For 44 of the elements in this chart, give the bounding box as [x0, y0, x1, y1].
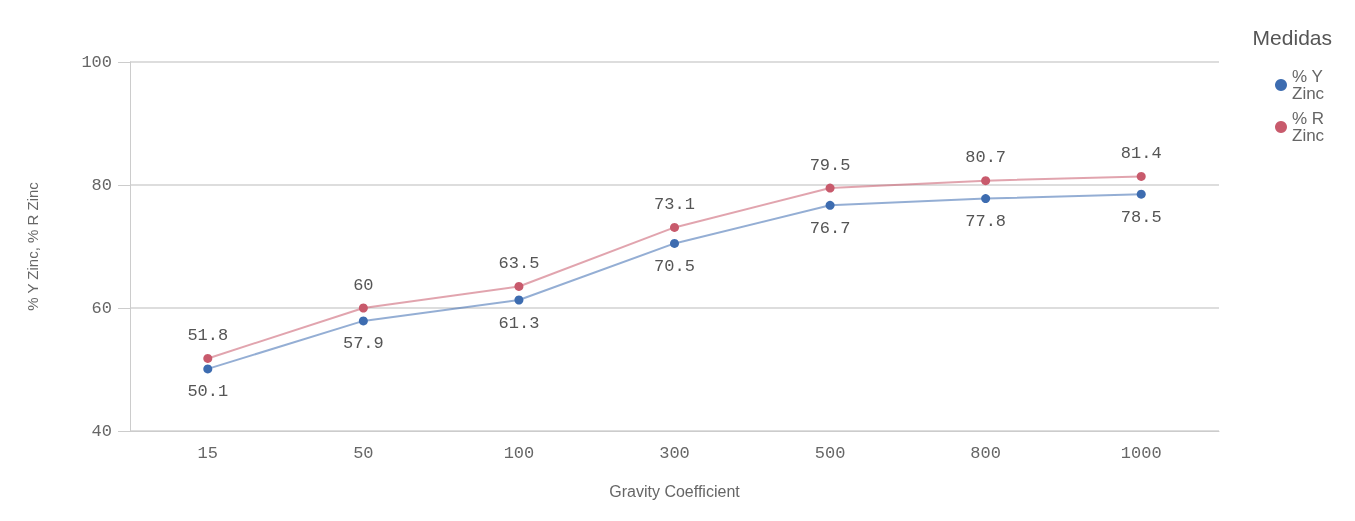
point [1136, 171, 1146, 181]
data-label: 51.8 [187, 325, 229, 345]
point [514, 281, 524, 291]
y-tick-label: 40 [91, 421, 112, 441]
y-axis-title: % Y Zinc, % R Zinc [24, 181, 41, 311]
data-label: 70.5 [654, 256, 695, 276]
data-label: 79.5 [809, 155, 851, 175]
point [203, 353, 213, 363]
x-tick-label: 100 [503, 444, 535, 463]
x-tick-label: 15 [197, 444, 218, 463]
data-label: 57.9 [342, 334, 384, 354]
legend-title: Medidas [1252, 26, 1333, 49]
x-tick-label: 50 [353, 444, 374, 463]
legend-label: % R Zinc [1292, 109, 1329, 145]
point [825, 200, 835, 210]
x-tick-label: 500 [814, 444, 846, 463]
y-tick-label: 80 [91, 175, 112, 195]
point [1136, 189, 1146, 199]
x-tick-label: 300 [659, 444, 690, 463]
legend-label: % Y Zinc [1292, 67, 1328, 103]
y-tick-label: 100 [81, 52, 112, 72]
point [981, 176, 991, 186]
point [825, 183, 835, 193]
data-label: 81.4 [1120, 143, 1162, 163]
data-label: 50.1 [187, 382, 229, 402]
point [981, 194, 991, 204]
data-label: 61.3 [498, 313, 540, 333]
data-label: 77.8 [965, 212, 1007, 232]
data-label: 80.7 [965, 148, 1007, 168]
data-label: 73.1 [654, 194, 695, 214]
point [203, 364, 213, 374]
data-label: 78.5 [1120, 207, 1162, 227]
y-tick-label: 60 [91, 298, 112, 318]
point [514, 295, 524, 305]
data-label: 60 [353, 275, 374, 295]
point [670, 222, 679, 232]
x-axis-title: Gravity Coefficient [609, 482, 741, 500]
x-tick-label: 1000 [1120, 444, 1162, 463]
data-label: 63.5 [498, 253, 540, 273]
point [670, 238, 679, 248]
x-tick-label: 800 [970, 444, 1001, 463]
point [358, 303, 368, 313]
data-label: 76.7 [809, 218, 851, 238]
point [358, 316, 368, 326]
